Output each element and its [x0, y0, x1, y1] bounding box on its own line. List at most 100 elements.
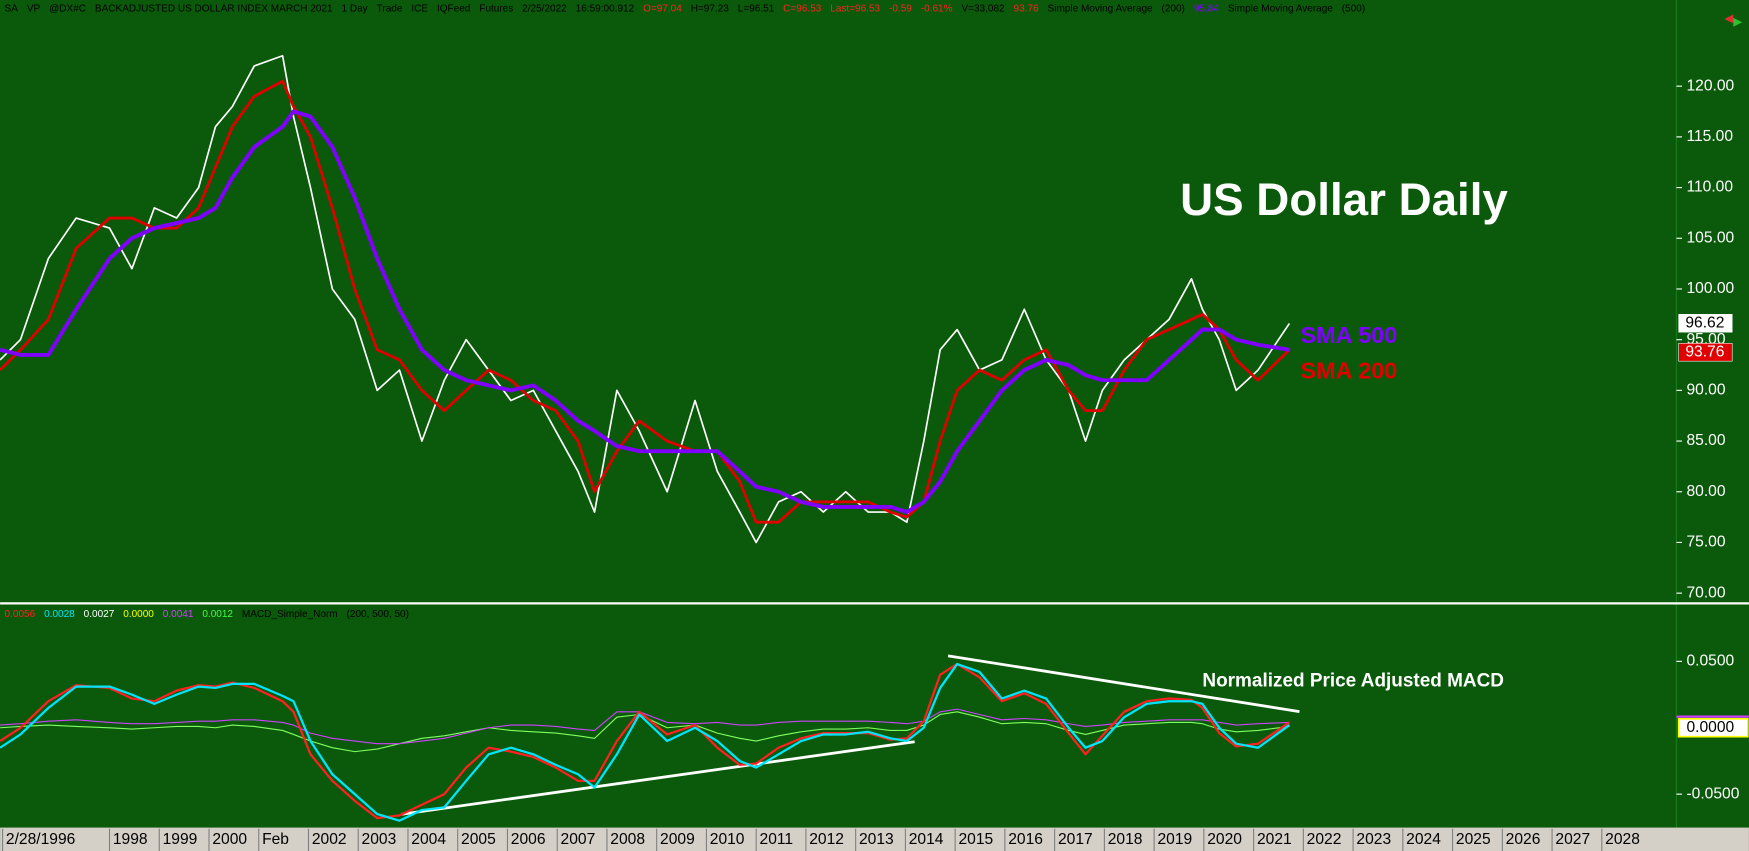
header-text: 0.0041 [163, 609, 194, 620]
series-line [0, 708, 1290, 745]
header-text: 93.76 [1014, 4, 1039, 15]
y-tick-label: 120.00 [1686, 77, 1734, 94]
header-text: 0.0028 [44, 609, 75, 620]
header-text: Last=96.53 [830, 4, 880, 15]
x-tick-label: 1998 [113, 831, 148, 848]
zero-marker [1677, 718, 1749, 738]
y-tick-label: 70.00 [1686, 584, 1725, 601]
x-tick-label: Feb [262, 831, 289, 848]
y-tick-label: 110.00 [1686, 179, 1733, 196]
series-line [0, 711, 1290, 753]
series-line [0, 662, 1291, 822]
x-tick-label: 2011 [760, 831, 794, 848]
header-text: 0.0056 [5, 609, 36, 620]
x-tick-label: 2006 [511, 831, 546, 848]
header-text: H=97.23 [691, 4, 730, 15]
header-text: Futures [479, 4, 513, 15]
price-marker [1678, 343, 1733, 362]
y-tick-label: 100.00 [1686, 280, 1734, 297]
header-text: ICE [411, 4, 428, 15]
header-text: -0.59 [889, 4, 912, 15]
x-tick-label: 2007 [561, 831, 596, 848]
x-tick-label: 2002 [312, 831, 347, 848]
trend-line [401, 740, 915, 816]
x-tick-label: 2021 [1257, 831, 1292, 848]
header-text: 16:59:00.912 [576, 4, 635, 15]
header-text: SA [5, 4, 19, 15]
annotation: Normalized Price Adjusted MACD [1202, 670, 1504, 691]
y-tick-label: 80.00 [1686, 483, 1725, 500]
x-tick-label: 2018 [1108, 831, 1143, 848]
header-text: 2/25/2022 [522, 4, 567, 15]
header-text: 95.84 [1194, 4, 1219, 15]
header-text: Trade [377, 4, 403, 15]
header-text: L=96.51 [738, 4, 775, 15]
header-text: @DX#C [49, 4, 86, 15]
arrow-icon [1733, 17, 1743, 27]
price-marker [1678, 314, 1733, 333]
x-tick-label: 2028 [1605, 831, 1640, 848]
header-text: O=97.04 [643, 4, 682, 15]
series-line [0, 79, 1291, 524]
header-text: 1 Day [342, 4, 368, 15]
time-axis-strip [0, 827, 1749, 851]
header-text: -0.61% [921, 4, 953, 15]
header-text: 0.0012 [202, 609, 233, 620]
x-tick-label: 1999 [163, 831, 198, 848]
price-marker-label: 96.62 [1685, 314, 1724, 331]
x-tick-label: 2027 [1555, 831, 1590, 848]
x-tick-label: 2025 [1456, 831, 1491, 848]
series-label: SMA 200 [1301, 358, 1398, 384]
y-tick-label: 90.00 [1686, 381, 1725, 398]
header-text: (200) [1162, 4, 1185, 15]
x-tick-label: 2017 [1058, 831, 1093, 848]
header-text: Simple Moving Average [1228, 4, 1333, 15]
y-tick-label: 0.0500 [1686, 653, 1734, 670]
x-tick-label: 2014 [909, 831, 944, 848]
x-tick-label: 2012 [809, 831, 844, 848]
series-line [0, 54, 1291, 544]
header-text: Simple Moving Average [1048, 4, 1153, 15]
x-tick-label: 2026 [1506, 831, 1541, 848]
header-text: C=96.53 [783, 4, 822, 15]
header-text: (200, 500, 50) [347, 609, 409, 620]
corner-icon[interactable] [1724, 14, 1743, 27]
x-tick-label: 2005 [461, 831, 496, 848]
price-marker-label: 93.76 [1685, 343, 1724, 360]
x-tick-label: 2019 [1157, 831, 1192, 848]
x-tick-label: 2023 [1356, 831, 1391, 848]
header-text: BACKADJUSTED US DOLLAR INDEX MARCH 2021 [95, 4, 333, 15]
x-tick-label: 2009 [660, 831, 695, 848]
header-text: 0.0000 [123, 609, 154, 620]
x-tick-label: 2008 [610, 831, 645, 848]
x-tick-label: 2015 [958, 831, 993, 848]
arrow-icon [1724, 14, 1734, 24]
x-tick-label: 2/28/1996 [6, 831, 75, 848]
header-text: MACD_Simple_Norm [242, 609, 338, 620]
series-label: SMA 500 [1301, 322, 1398, 348]
header-text: V=33,082 [961, 4, 1005, 15]
header-text: (500) [1342, 4, 1365, 15]
y-tick-label: 75.00 [1686, 534, 1725, 551]
x-tick-label: 2000 [212, 831, 247, 848]
header-text: 0.0027 [84, 609, 115, 620]
zero-marker-label: 0.0000 [1686, 719, 1734, 736]
y-tick-label: -0.0500 [1686, 785, 1739, 802]
x-tick-label: 2003 [362, 831, 397, 848]
series-line [0, 662, 1291, 820]
annotation: US Dollar Daily [1180, 174, 1508, 225]
y-tick-label: 105.00 [1686, 229, 1734, 246]
series-line [0, 109, 1290, 515]
y-tick-label: 85.00 [1686, 432, 1725, 449]
header-text: VP [27, 4, 41, 15]
x-tick-label: 2016 [1008, 831, 1043, 848]
x-tick-label: 2004 [411, 831, 446, 848]
y-tick-label: 115.00 [1686, 128, 1733, 145]
x-tick-label: 2022 [1307, 831, 1342, 848]
x-tick-label: 2010 [710, 831, 745, 848]
header-text: IQFeed [437, 4, 470, 15]
x-tick-label: 2020 [1207, 831, 1242, 848]
